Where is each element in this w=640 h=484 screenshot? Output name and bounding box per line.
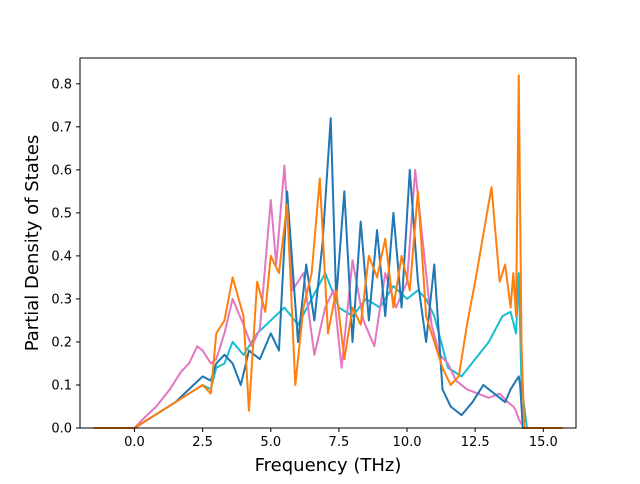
x-tick-label: 15.0 [529, 435, 558, 450]
y-tick-label: 0.6 [51, 163, 72, 178]
y-tick-label: 0.5 [51, 206, 72, 221]
y-tick-label: 0.0 [51, 422, 72, 437]
x-tick-label: 5.0 [260, 435, 281, 450]
x-tick-label: 10.0 [393, 435, 422, 450]
x-tick-label: 12.5 [461, 435, 490, 450]
x-tick-label: 7.5 [329, 435, 350, 450]
pdos-series-line-4 [93, 74, 563, 429]
y-tick-label: 0.8 [51, 77, 72, 92]
y-tick-label: 0.3 [51, 292, 72, 307]
y-tick-label: 0.7 [51, 120, 72, 135]
y-tick-label: 0.1 [51, 378, 72, 393]
pdos-series-line-2 [93, 164, 563, 429]
pdos-series-line-3 [93, 117, 563, 429]
x-axis-ticks: 0.0 2.5 5.0 7.5 10.0 12.5 15.0 [124, 428, 558, 450]
x-tick-label: 0.0 [124, 435, 145, 450]
y-tick-label: 0.4 [51, 249, 72, 264]
x-tick-label: 2.5 [192, 435, 213, 450]
x-axis-label: Frequency (THz) [255, 455, 402, 476]
y-axis-label: Partial Density of States [22, 135, 43, 352]
y-axis-ticks: 0.0 0.1 0.2 0.3 0.4 0.5 0.6 0.7 0.8 [51, 77, 80, 437]
series-layer [93, 74, 563, 429]
plot-frame [79, 57, 577, 429]
y-tick-label: 0.2 [51, 335, 72, 350]
